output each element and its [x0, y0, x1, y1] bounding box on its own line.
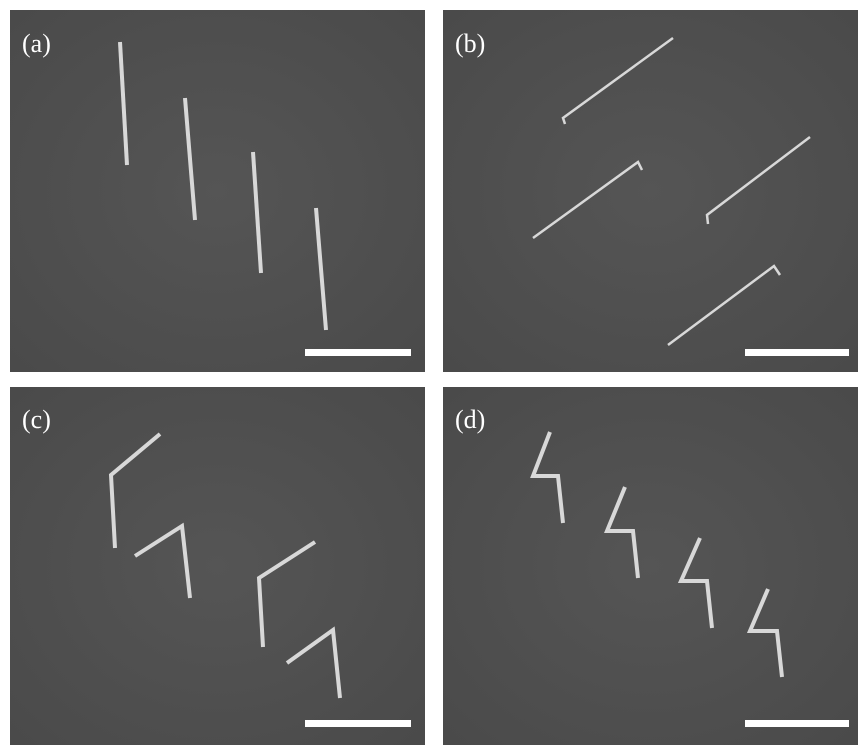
panel-label: (b) — [455, 29, 485, 58]
sem-image — [10, 387, 425, 745]
figure: (a) (b) (c) (d) — [0, 0, 859, 746]
sem-image — [10, 10, 425, 372]
panel-c: (c) — [10, 387, 425, 745]
scale-bar — [305, 349, 411, 356]
scale-bar — [305, 720, 411, 727]
panel-label: (d) — [455, 405, 485, 434]
sem-image — [443, 10, 858, 372]
sem-image — [443, 387, 858, 745]
panel-label: (c) — [22, 405, 51, 434]
scale-bar — [745, 720, 849, 727]
scale-bar — [745, 349, 849, 356]
panel-label: (a) — [22, 29, 51, 58]
panel-d: (d) — [443, 387, 858, 745]
panel-b: (b) — [443, 10, 858, 372]
panel-a: (a) — [10, 10, 425, 372]
